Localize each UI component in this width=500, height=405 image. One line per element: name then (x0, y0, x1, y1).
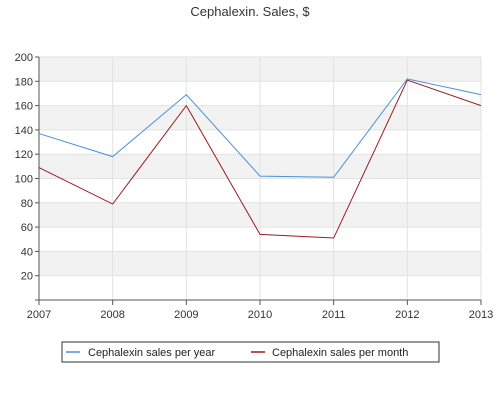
y-tick-label: 60 (21, 222, 33, 234)
chart-title: Cephalexin. Sales, $ (190, 4, 310, 19)
series-line-year (38, 78, 482, 178)
series-line-month (38, 79, 482, 239)
y-tick-label: 20 (21, 271, 33, 283)
x-tick-label: 2011 (322, 309, 346, 321)
y-axis-ticks: 20 40 60 80 100 120 140 160 180 200 (15, 52, 39, 301)
x-tick-label: 2007 (27, 309, 51, 321)
legend-label-year: Cephalexin sales per year (88, 347, 216, 359)
y-tick-label: 160 (15, 101, 33, 113)
x-tick-label: 2009 (174, 309, 198, 321)
legend[interactable]: Cephalexin sales per year Cephalexin sal… (61, 341, 440, 363)
legend-box (61, 341, 440, 363)
x-tick-label: 2013 (469, 309, 493, 321)
y-tick-label: 120 (15, 149, 33, 161)
legend-label-month: Cephalexin sales per month (272, 347, 408, 359)
x-tick-label: 2012 (395, 309, 419, 321)
x-tick-label: 2010 (248, 309, 272, 321)
series-lines (38, 78, 482, 239)
y-tick-label: 100 (15, 174, 33, 186)
y-tick-label: 140 (15, 125, 33, 137)
y-tick-label: 180 (15, 76, 33, 88)
y-tick-label: 80 (21, 198, 33, 210)
y-tick-label: 40 (21, 246, 33, 258)
grid-lines (39, 56, 482, 300)
x-axis-ticks: 2007 2008 2009 2010 2011 2012 2013 (27, 300, 493, 321)
y-tick-label: 200 (15, 52, 33, 64)
x-tick-label: 2008 (100, 309, 124, 321)
